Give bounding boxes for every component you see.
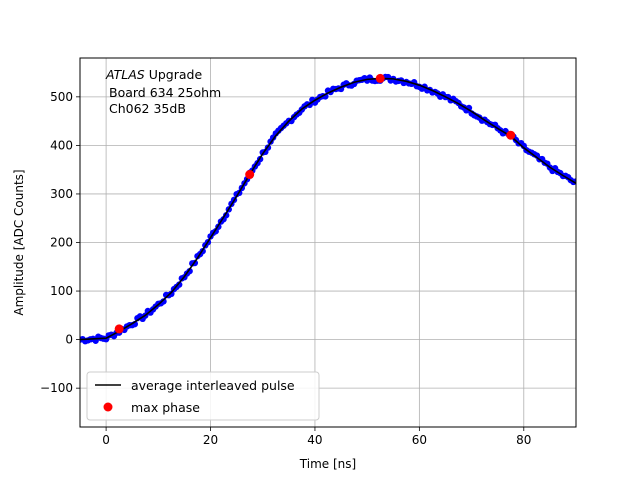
max-phase-point xyxy=(245,170,255,180)
legend: average interleaved pulse max phase xyxy=(86,371,320,421)
y-tick-label: 200 xyxy=(50,236,73,250)
max-phase-point xyxy=(114,324,124,334)
average-pulse-line xyxy=(80,77,576,341)
sample-point xyxy=(176,281,183,288)
max-phase-point xyxy=(375,73,385,83)
sample-point xyxy=(160,298,167,305)
annotation: ATLAS Upgrade Board 634 25ohm Ch062 35dB xyxy=(105,67,221,116)
annotation-line-3: Ch062 35dB xyxy=(109,101,186,116)
y-axis-label: Amplitude [ADC Counts] xyxy=(12,169,26,315)
x-tick-label: 0 xyxy=(102,433,110,447)
legend-marker-max-phase xyxy=(103,402,113,412)
y-tick-label: 100 xyxy=(50,284,73,298)
y-tick-label: −100 xyxy=(40,381,73,395)
x-tick-label: 60 xyxy=(412,433,427,447)
legend-label-average: average interleaved pulse xyxy=(131,378,295,393)
x-axis-label: Time [ns] xyxy=(299,457,356,471)
legend-box xyxy=(86,371,320,421)
x-tick-label: 80 xyxy=(516,433,531,447)
y-tick-label: 400 xyxy=(50,138,73,152)
y-tick-label: 300 xyxy=(50,187,73,201)
sample-point xyxy=(168,290,175,298)
legend-label-max-phase: max phase xyxy=(131,400,200,415)
y-tick-label: 500 xyxy=(50,90,73,104)
y-tick-label: 0 xyxy=(65,333,73,347)
ticks: 0 20 40 60 80 −100 0 100 200 300 400 500 xyxy=(40,90,531,447)
x-tick-label: 40 xyxy=(307,433,322,447)
x-tick-label: 20 xyxy=(203,433,218,447)
data-layer xyxy=(80,73,576,345)
annotation-line-2: Board 634 25ohm xyxy=(109,85,221,100)
annotation-line-1: ATLAS Upgrade xyxy=(105,67,202,82)
max-phase-point xyxy=(506,130,516,140)
